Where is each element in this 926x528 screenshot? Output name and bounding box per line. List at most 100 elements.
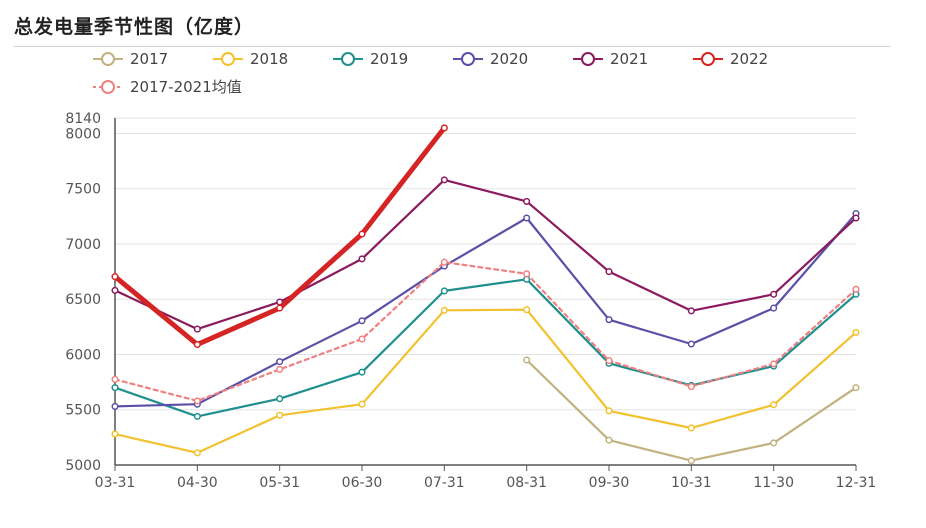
y-tick-label-3: 6500 xyxy=(65,292,101,308)
point-2017-09-30 xyxy=(605,436,613,444)
point-2019-06-30 xyxy=(358,368,366,376)
legend-swatch-icon xyxy=(573,52,603,66)
point-2022-06-30 xyxy=(358,230,366,238)
point-2018-05-31 xyxy=(276,411,284,419)
point-2020-11-30 xyxy=(770,304,778,312)
legend-swatch-icon xyxy=(693,52,723,66)
point-2021-04-30 xyxy=(193,325,201,333)
legend-label: 2018 xyxy=(250,50,289,68)
point-2017-08-31 xyxy=(523,356,531,364)
y-tick-label-6: 8000 xyxy=(65,126,101,142)
series-line-2022-0 xyxy=(112,125,447,347)
point-2020-05-31 xyxy=(276,358,284,366)
y-tick-label-7: 8140 xyxy=(65,111,101,127)
legend-item-2021[interactable]: 2021 xyxy=(572,50,648,68)
point-2018-11-30 xyxy=(770,401,778,409)
point-2018-12-31 xyxy=(852,328,860,336)
point-2021-11-30 xyxy=(770,290,778,298)
point-2021-03-31 xyxy=(111,286,119,294)
legend-swatch-icon xyxy=(333,52,363,66)
point-2018-06-30 xyxy=(358,400,366,408)
point-2017-10-31 xyxy=(687,457,695,465)
y-tick-label-0: 5000 xyxy=(65,458,101,474)
point-2017-2021均值-07-31 xyxy=(440,258,448,266)
point-2018-08-31 xyxy=(523,306,531,314)
legend-swatch-icon xyxy=(453,52,483,66)
legend-item-2019[interactable]: 2019 xyxy=(332,50,408,68)
x-tick-label-0: 03-31 xyxy=(95,475,136,491)
point-2022-03-31 xyxy=(111,273,119,281)
point-2017-2021均值-11-30 xyxy=(770,360,778,368)
legend-item-2018[interactable]: 2018 xyxy=(212,50,288,68)
series-line-2021-0 xyxy=(113,178,858,331)
legend-label: 2022 xyxy=(730,50,769,68)
point-2019-07-31 xyxy=(440,287,448,295)
point-2017-2021均值-04-30 xyxy=(193,397,201,405)
x-tick-label-9: 12-31 xyxy=(836,475,877,491)
legend-label: 2020 xyxy=(490,50,529,68)
x-tick-label-7: 10-31 xyxy=(671,475,712,491)
legend-swatch-icon xyxy=(213,52,243,66)
legend-item-2022[interactable]: 2022 xyxy=(692,50,768,68)
point-2022-04-30 xyxy=(193,340,201,349)
x-tick-label-4: 07-31 xyxy=(424,475,465,491)
point-2017-2021均值-03-31 xyxy=(111,375,119,383)
x-tick-label-5: 08-31 xyxy=(506,475,547,491)
chart-title-wrap: 总发电量季节性图（亿度） xyxy=(14,12,254,39)
point-2019-03-31 xyxy=(111,384,119,392)
title-divider xyxy=(14,46,890,47)
point-2017-2021均值-05-31 xyxy=(276,365,284,373)
point-2022-07-31 xyxy=(440,124,448,132)
point-2021-08-31 xyxy=(523,197,531,205)
point-2019-08-31 xyxy=(523,275,531,283)
x-tick-label-2: 05-31 xyxy=(259,475,300,491)
legend-label: 2017 xyxy=(130,50,169,68)
point-2018-10-31 xyxy=(687,424,695,432)
point-2020-10-31 xyxy=(687,340,695,348)
x-tick-label-3: 06-30 xyxy=(342,475,383,491)
series-line-2018-0 xyxy=(113,308,858,454)
point-2019-04-30 xyxy=(193,412,201,420)
point-2017-2021均值-09-30 xyxy=(605,357,613,365)
y-tick-label-5: 7500 xyxy=(65,182,101,198)
legend-item-2020[interactable]: 2020 xyxy=(452,50,528,68)
legend-label: 2021 xyxy=(610,50,649,68)
series-line-2017-2021均值-0 xyxy=(113,261,858,402)
legend-label: 2017-2021均值 xyxy=(130,78,242,96)
point-2020-06-30 xyxy=(358,317,366,325)
point-2017-2021均值-06-30 xyxy=(358,335,366,343)
point-2018-03-31 xyxy=(111,430,119,438)
point-2021-09-30 xyxy=(605,268,613,276)
point-2017-11-30 xyxy=(770,439,778,447)
point-2017-2021均值-10-31 xyxy=(687,382,695,391)
point-2021-06-30 xyxy=(358,255,366,263)
point-2017-12-31 xyxy=(852,384,860,392)
legend-swatch-icon xyxy=(93,52,123,66)
point-2020-03-31 xyxy=(111,402,119,410)
y-tick-label-2: 6000 xyxy=(65,347,101,363)
y-tick-label-1: 5500 xyxy=(65,403,101,419)
legend-label: 2019 xyxy=(370,50,409,68)
chart-title: 总发电量季节性图（亿度） xyxy=(14,16,255,38)
point-2019-05-31 xyxy=(276,395,284,403)
point-2017-2021均值-08-31 xyxy=(523,270,531,278)
point-2018-04-30 xyxy=(193,449,201,457)
point-2018-09-30 xyxy=(605,407,613,415)
series-line-2020-0 xyxy=(113,212,858,408)
x-tick-label-1: 04-30 xyxy=(177,475,218,491)
y-tick-label-4: 7000 xyxy=(65,237,101,253)
point-2021-07-31 xyxy=(440,176,448,184)
legend-item-2017-2021均值[interactable]: 2017-2021均值 xyxy=(92,76,242,97)
point-2022-05-31 xyxy=(276,304,284,312)
x-tick-label-6: 09-30 xyxy=(589,475,630,491)
point-2021-12-31 xyxy=(852,214,860,222)
x-tick-label-8: 11-30 xyxy=(753,475,794,491)
point-2020-09-30 xyxy=(605,316,613,324)
point-2020-08-31 xyxy=(523,214,531,222)
legend-swatch-icon xyxy=(93,79,123,94)
point-2021-10-31 xyxy=(687,307,695,315)
point-2017-2021均值-12-31 xyxy=(852,285,860,293)
point-2018-07-31 xyxy=(440,306,448,314)
legend-item-2017[interactable]: 2017 xyxy=(92,50,168,68)
